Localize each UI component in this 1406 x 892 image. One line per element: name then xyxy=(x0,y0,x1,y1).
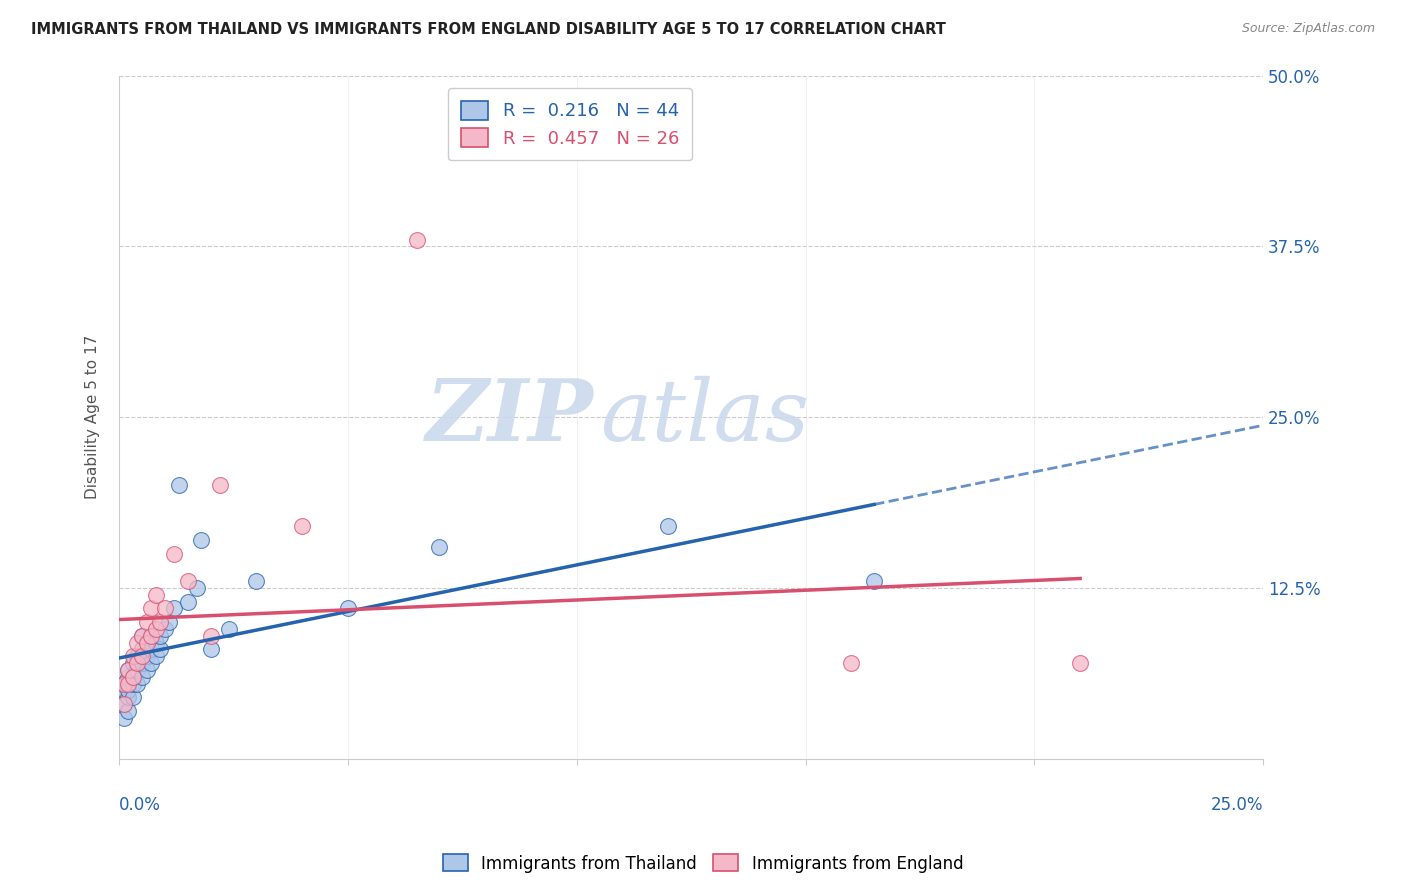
Point xyxy=(127,635,149,649)
Point xyxy=(117,670,139,684)
Point xyxy=(200,629,222,643)
Point xyxy=(405,233,427,247)
Point xyxy=(153,622,176,636)
Point xyxy=(121,670,143,684)
Point xyxy=(131,656,153,670)
Text: IMMIGRANTS FROM THAILAND VS IMMIGRANTS FROM ENGLAND DISABILITY AGE 5 TO 17 CORRE: IMMIGRANTS FROM THAILAND VS IMMIGRANTS F… xyxy=(31,22,946,37)
Point xyxy=(139,601,162,615)
Point xyxy=(657,519,679,533)
Point xyxy=(139,629,162,643)
Point xyxy=(131,642,153,657)
Point xyxy=(117,663,139,677)
Point xyxy=(429,540,451,554)
Point xyxy=(131,629,153,643)
Point xyxy=(117,704,139,718)
Point xyxy=(117,683,139,698)
Point xyxy=(121,676,143,690)
Point xyxy=(863,574,886,588)
Point xyxy=(135,615,157,629)
Point xyxy=(117,663,139,677)
Point xyxy=(176,574,198,588)
Point xyxy=(112,683,135,698)
Text: Source: ZipAtlas.com: Source: ZipAtlas.com xyxy=(1241,22,1375,36)
Point xyxy=(135,663,157,677)
Text: 0.0%: 0.0% xyxy=(120,797,160,814)
Point xyxy=(135,635,157,649)
Point xyxy=(186,581,208,595)
Point xyxy=(127,676,149,690)
Point xyxy=(218,622,240,636)
Point xyxy=(145,622,167,636)
Point xyxy=(208,478,231,492)
Point xyxy=(139,629,162,643)
Point xyxy=(135,649,157,664)
Point xyxy=(127,656,149,670)
Text: 25.0%: 25.0% xyxy=(1211,797,1263,814)
Point xyxy=(245,574,267,588)
Point xyxy=(131,649,153,664)
Point xyxy=(145,649,167,664)
Point xyxy=(149,629,172,643)
Point xyxy=(127,649,149,664)
Point xyxy=(157,615,180,629)
Point xyxy=(112,676,135,690)
Point xyxy=(127,663,149,677)
Point xyxy=(121,649,143,664)
Point xyxy=(200,642,222,657)
Point xyxy=(153,601,176,615)
Point xyxy=(839,656,862,670)
Point xyxy=(149,642,172,657)
Point xyxy=(131,629,153,643)
Point xyxy=(291,519,314,533)
Point xyxy=(176,594,198,608)
Point xyxy=(135,635,157,649)
Legend: Immigrants from Thailand, Immigrants from England: Immigrants from Thailand, Immigrants fro… xyxy=(436,847,970,880)
Point xyxy=(163,601,186,615)
Y-axis label: Disability Age 5 to 17: Disability Age 5 to 17 xyxy=(86,335,100,500)
Point xyxy=(131,670,153,684)
Text: ZIP: ZIP xyxy=(426,376,593,458)
Point xyxy=(139,656,162,670)
Legend: R =  0.216   N = 44, R =  0.457   N = 26: R = 0.216 N = 44, R = 0.457 N = 26 xyxy=(449,88,692,161)
Point xyxy=(139,642,162,657)
Point xyxy=(121,690,143,705)
Point xyxy=(117,690,139,705)
Point xyxy=(145,635,167,649)
Point xyxy=(121,670,143,684)
Point xyxy=(112,676,135,690)
Point xyxy=(336,601,359,615)
Point xyxy=(190,533,212,548)
Point xyxy=(163,547,186,561)
Point xyxy=(112,711,135,725)
Point xyxy=(145,588,167,602)
Point xyxy=(112,697,135,711)
Point xyxy=(167,478,190,492)
Point xyxy=(149,615,172,629)
Point xyxy=(121,656,143,670)
Point xyxy=(117,676,139,690)
Point xyxy=(1069,656,1091,670)
Text: atlas: atlas xyxy=(599,376,808,458)
Point xyxy=(112,697,135,711)
